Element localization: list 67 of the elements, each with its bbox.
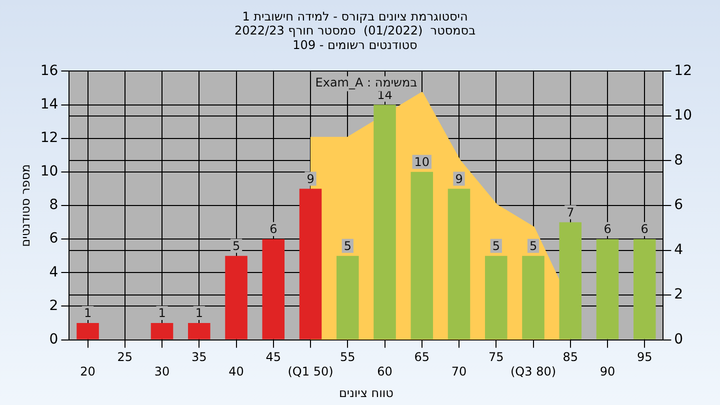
y2-tick-label: 0 [674,331,684,348]
x-axis-title: טווח ציונים [338,386,394,400]
x-tick-label: 25 [117,350,133,364]
x-tick-label: 75 [488,350,504,364]
x-tick-label: 70 [451,364,467,379]
data-label: 9 [455,172,463,186]
bar [336,256,359,340]
x-tick-label: 35 [192,350,207,364]
data-label: 5 [232,238,240,253]
y-tick-label: 0 [49,331,58,348]
bar [410,172,434,340]
bar [596,239,619,340]
data-label: 6 [270,222,278,236]
data-label: 5 [492,238,500,253]
y-tick-label: 4 [49,264,58,280]
bar [448,188,470,340]
y2-tick-label: 10 [674,108,692,124]
y-tick-label: 10 [40,164,58,180]
x-tick-label: 85 [562,350,578,364]
x-tick-label: 90 [600,364,616,379]
data-label: 7 [566,205,574,220]
x-tick-label: 95 [636,350,652,364]
data-label: 1 [195,306,203,320]
data-label: 5 [344,238,352,253]
bar [633,239,656,340]
x-tick-label: 45 [266,350,282,364]
y2-tick-label: 6 [674,197,684,214]
y-tick-label: 6 [49,230,58,247]
x-tick-label: 30 [154,364,170,379]
y-tick-label: 2 [49,298,58,314]
bar [225,256,248,340]
y2-tick-label: 4 [674,242,684,258]
x-tick-label: 60 [377,364,392,379]
annotation: במשימה : Exam_A [315,75,418,90]
data-label: 6 [604,222,612,236]
data-label: 9 [306,172,314,186]
x-tick-label: 65 [414,350,430,364]
x-tick-label: 55 [340,350,356,364]
y-axis-title: מספר סטודנטים [18,164,32,247]
text: היסטוגרמת ציונים בקורס - למידה חישובית 1 [242,9,468,24]
bar [559,222,582,340]
y-tick-label: 8 [49,197,58,214]
bar [484,256,508,340]
data-label: 1 [158,306,166,320]
data-label: 1 [84,306,92,320]
bar [522,256,544,340]
data-label: 10 [414,155,430,170]
bar [150,323,174,340]
x-tick-label: (Q1 50) [288,364,334,379]
bar [188,323,210,340]
x-tick-label: 40 [228,364,244,379]
data-label: 5 [529,238,538,253]
bar [299,188,322,340]
text: בסמסטר (01/2022) סמסטר חורף 2022/23 [234,24,476,38]
data-label: 6 [640,222,648,236]
x-tick-label: (Q3 80) [510,364,556,379]
y-tick-label: 16 [40,62,58,79]
y2-tick-label: 2 [674,286,684,303]
y-tick-label: 14 [40,96,58,112]
y2-tick-label: 8 [674,152,684,168]
y2-tick-label: 12 [674,62,692,79]
x-tick-label: 20 [80,364,96,379]
y-tick-label: 12 [40,130,58,146]
bar [262,239,285,340]
bar [76,323,99,340]
text: סטודנטים רשומים - 109 [292,38,418,52]
bar [374,104,396,340]
